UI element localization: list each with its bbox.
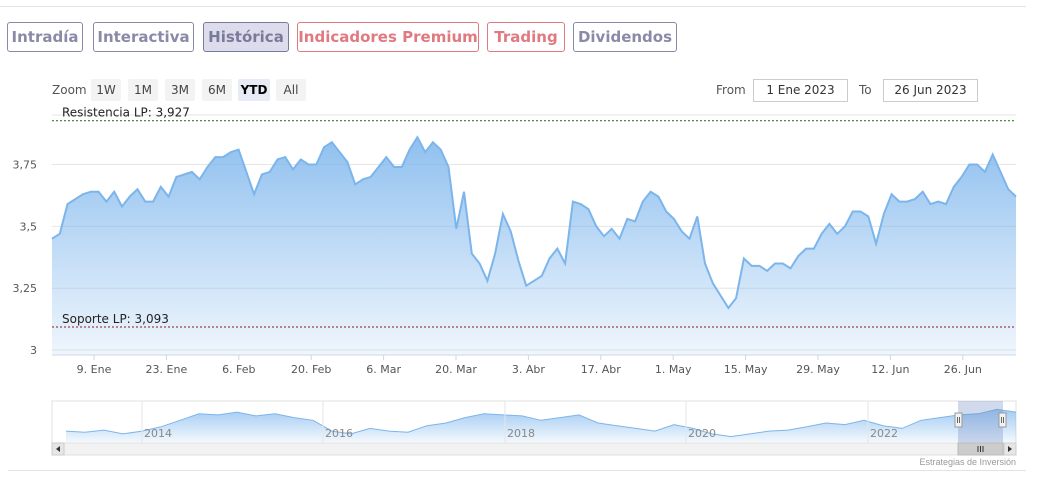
scrollbar-track[interactable]	[51, 442, 1017, 456]
navigator-year-label: 2022	[870, 427, 898, 440]
from-date-input[interactable]: 1 Ene 2023	[753, 79, 848, 102]
x-tick-label: 23. Ene	[146, 363, 188, 376]
navigator-line	[65, 408, 1017, 438]
support-label: Soporte LP: 3,093	[62, 312, 169, 326]
tab-trading[interactable]: Trading	[487, 22, 565, 52]
x-tick-label: 3. Abr	[512, 363, 545, 376]
price-line	[51, 135, 1017, 310]
scrollbar-grip-icon	[977, 446, 984, 452]
tab-historica[interactable]: Histórica	[203, 22, 289, 52]
zoom-1w-button[interactable]: 1W	[91, 79, 121, 101]
navigator-year-label: 2020	[688, 427, 716, 440]
tab-interactiva[interactable]: Interactiva	[93, 22, 194, 52]
plot-lines-layer: Resistencia LP: 3,927 Soporte LP: 3,093	[52, 106, 1016, 328]
bottom-divider	[8, 470, 1026, 471]
navigator-year-label: 2014	[144, 427, 172, 440]
zoom-ytd-button[interactable]: YTD	[238, 79, 270, 101]
x-tick-label: 1. May	[655, 363, 692, 376]
y-tick-label: 3,75	[13, 158, 38, 171]
y-tick-label: 3,5	[20, 220, 38, 233]
navigator: 2014 2016 2018 2020 2022	[51, 400, 1017, 444]
navigator-selected-range[interactable]	[958, 401, 1003, 443]
x-tick-label: 6. Mar	[366, 363, 401, 376]
from-label: From	[716, 83, 746, 97]
tab-intradia[interactable]: Intradía	[7, 22, 83, 52]
navigator-right-handle[interactable]	[998, 412, 1007, 428]
to-date-input[interactable]: 26 Jun 2023	[883, 79, 978, 102]
chart-credit[interactable]: Estrategias de Inversión	[919, 457, 1016, 467]
zoom-label: Zoom	[52, 83, 87, 97]
y-axis-labels: 3 3,25 3,5 3,75	[13, 158, 38, 357]
x-tick-label: 6. Feb	[222, 363, 255, 376]
tab-dividendos[interactable]: Dividendos	[573, 22, 677, 52]
x-axis-labels: 9. Ene 23. Ene 6. Feb 20. Feb 6. Mar 20. Mar 3…	[52, 354, 1016, 376]
x-tick-label: 20. Mar	[435, 363, 477, 376]
navigator-year-label: 2018	[507, 427, 535, 440]
scrollbar-left-arrow-icon	[56, 446, 60, 452]
navigator-scrollbar[interactable]	[51, 442, 1017, 456]
navigator-year-labels: 2014 2016 2018 2020 2022	[141, 401, 898, 443]
scrollbar-right-arrow-icon	[1008, 446, 1012, 452]
x-tick-label: 20. Feb	[291, 363, 331, 376]
zoom-1m-button[interactable]: 1M	[128, 79, 158, 101]
navigator-year-label: 2016	[325, 427, 353, 440]
navigator-area	[66, 409, 1016, 442]
top-divider	[0, 6, 1026, 7]
to-label: To	[859, 83, 872, 97]
resistance-label: Resistencia LP: 3,927	[62, 106, 190, 120]
tab-indicadores-premium[interactable]: Indicadores Premium	[297, 22, 479, 52]
x-tick-label: 12. Jun	[871, 363, 909, 376]
x-tick-label: 29. May	[796, 363, 840, 376]
zoom-3m-button[interactable]: 3M	[165, 79, 195, 101]
zoom-6m-button[interactable]: 6M	[202, 79, 232, 101]
x-tick-label: 17. Abr	[581, 363, 621, 376]
x-tick-label: 15. May	[724, 363, 768, 376]
y-tick-label: 3	[30, 344, 37, 357]
price-area	[52, 137, 1016, 355]
y-tick-label: 3,25	[13, 282, 38, 295]
price-series-layer	[51, 135, 1017, 355]
x-tick-label: 26. Jun	[944, 363, 982, 376]
navigator-left-handle[interactable]	[954, 412, 963, 428]
zoom-all-button[interactable]: All	[276, 79, 306, 101]
x-tick-label: 9. Ene	[77, 363, 112, 376]
navigator-series-layer	[65, 408, 1017, 442]
